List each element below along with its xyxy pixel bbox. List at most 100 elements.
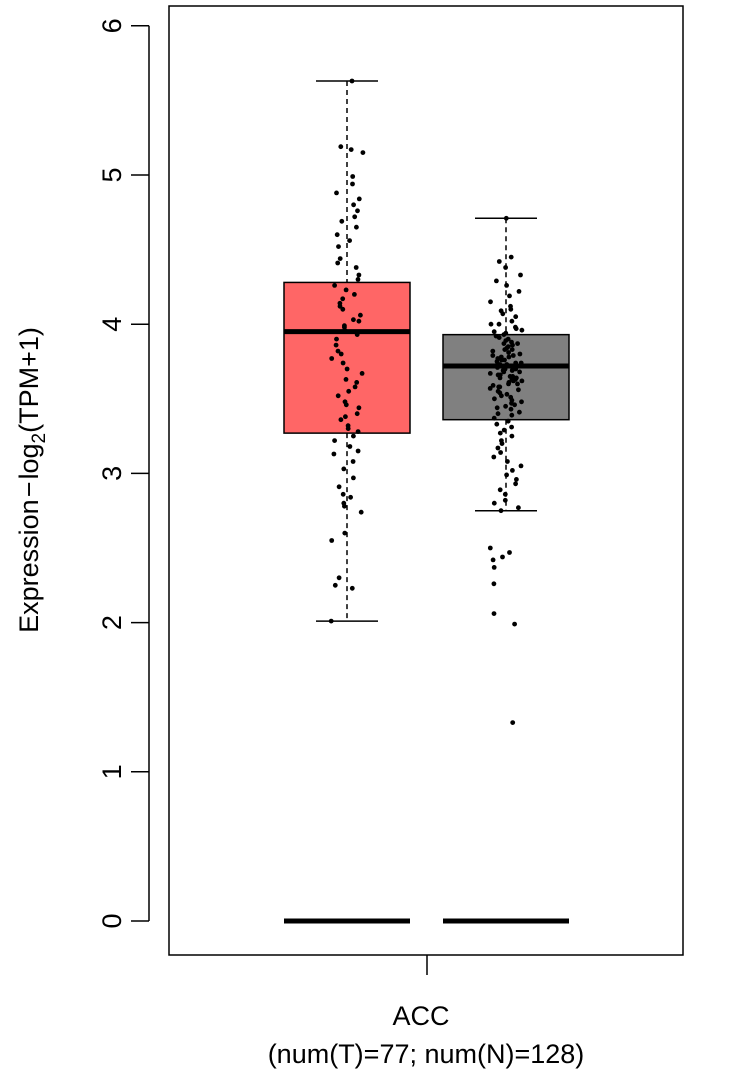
point-normal [504,472,509,478]
point-normal [495,411,501,417]
point-normal [512,402,517,408]
point-tumor [355,208,360,214]
y-axis-label: Expression− log2(TPM+1) [14,327,50,633]
point-tumor [334,232,340,238]
point-tumor [343,377,349,382]
point-tumor [335,260,341,266]
point-tumor [350,174,356,179]
point-tumor [338,351,344,357]
y-axis-label-tail: (TPM+1) [14,327,44,433]
point-normal [487,386,493,391]
point-tumor [340,491,346,497]
point-tumor [343,414,348,420]
point-normal [495,372,501,378]
point-normal [510,342,515,348]
point-normal [508,306,514,312]
point-normal [504,283,509,288]
point-tumor [346,388,352,394]
point-tumor [349,585,355,591]
point-tumor [349,78,355,84]
point-normal [518,272,523,278]
point-normal [488,299,493,305]
point-normal [509,347,515,352]
point-normal [498,508,504,514]
point-normal [495,445,501,451]
point-normal [506,354,512,360]
point-tumor [337,303,343,309]
point-normal [519,378,525,384]
point-tumor [338,144,344,150]
x-axis-sample-counts: (num(T)=77; num(N)=128) [268,1039,585,1069]
point-normal [502,497,508,503]
point-normal [510,365,515,370]
point-tumor [343,287,349,293]
x-category-label: ACC [392,1001,449,1031]
point-normal [517,409,522,415]
point-tumor [356,196,362,202]
y-tick-label: 6 [97,18,127,33]
point-normal [490,383,496,388]
point-tumor [348,494,353,500]
point-normal [491,581,497,587]
point-normal [498,450,503,455]
y-tick-label: 3 [97,466,127,481]
point-normal [518,463,524,469]
point-tumor [358,312,363,318]
point-normal [516,387,521,393]
point-normal [494,421,500,427]
point-normal [491,565,497,570]
point-tumor [352,384,358,390]
point-normal [505,459,510,464]
point-tumor [340,296,346,302]
point-normal [494,278,499,284]
point-normal [501,341,507,346]
point-tumor [355,277,361,282]
point-normal [494,359,500,364]
point-normal [491,415,497,421]
point-tumor [352,214,358,220]
point-normal [513,314,519,320]
point-tumor [347,238,352,244]
point-normal [490,353,496,358]
point-normal [501,427,507,433]
point-normal [496,321,502,327]
point-normal [494,405,500,411]
point-tumor [328,618,334,624]
point-normal [512,621,517,627]
point-normal [509,318,515,324]
point-tumor [342,503,347,509]
point-normal [505,418,511,424]
point-tumor [329,538,335,543]
point-normal [496,259,502,264]
point-normal [490,557,496,563]
point-tumor [358,509,364,515]
point-normal [507,293,512,299]
point-normal [506,350,511,355]
boxes [283,80,570,622]
y-tick-label: 1 [97,764,127,779]
point-normal [497,487,503,493]
point-tumor [332,582,338,588]
point-normal [509,424,514,430]
point-normal [509,412,515,418]
point-normal [519,327,525,333]
point-normal [500,554,505,560]
point-normal [502,491,508,497]
point-normal [516,505,521,511]
point-normal [487,545,493,551]
point-tumor [339,218,345,224]
point-tumor [360,150,366,156]
point-normal [502,347,508,352]
jitter-points [328,78,525,725]
point-normal [515,381,520,387]
point-normal [508,406,514,412]
point-normal [501,332,507,337]
point-tumor [356,272,362,278]
point-tumor [355,429,361,434]
iqr-box [283,281,411,434]
point-normal [491,500,497,506]
point-normal [519,399,524,405]
point-normal [514,477,519,482]
point-normal [507,550,512,555]
point-tumor [337,256,343,261]
